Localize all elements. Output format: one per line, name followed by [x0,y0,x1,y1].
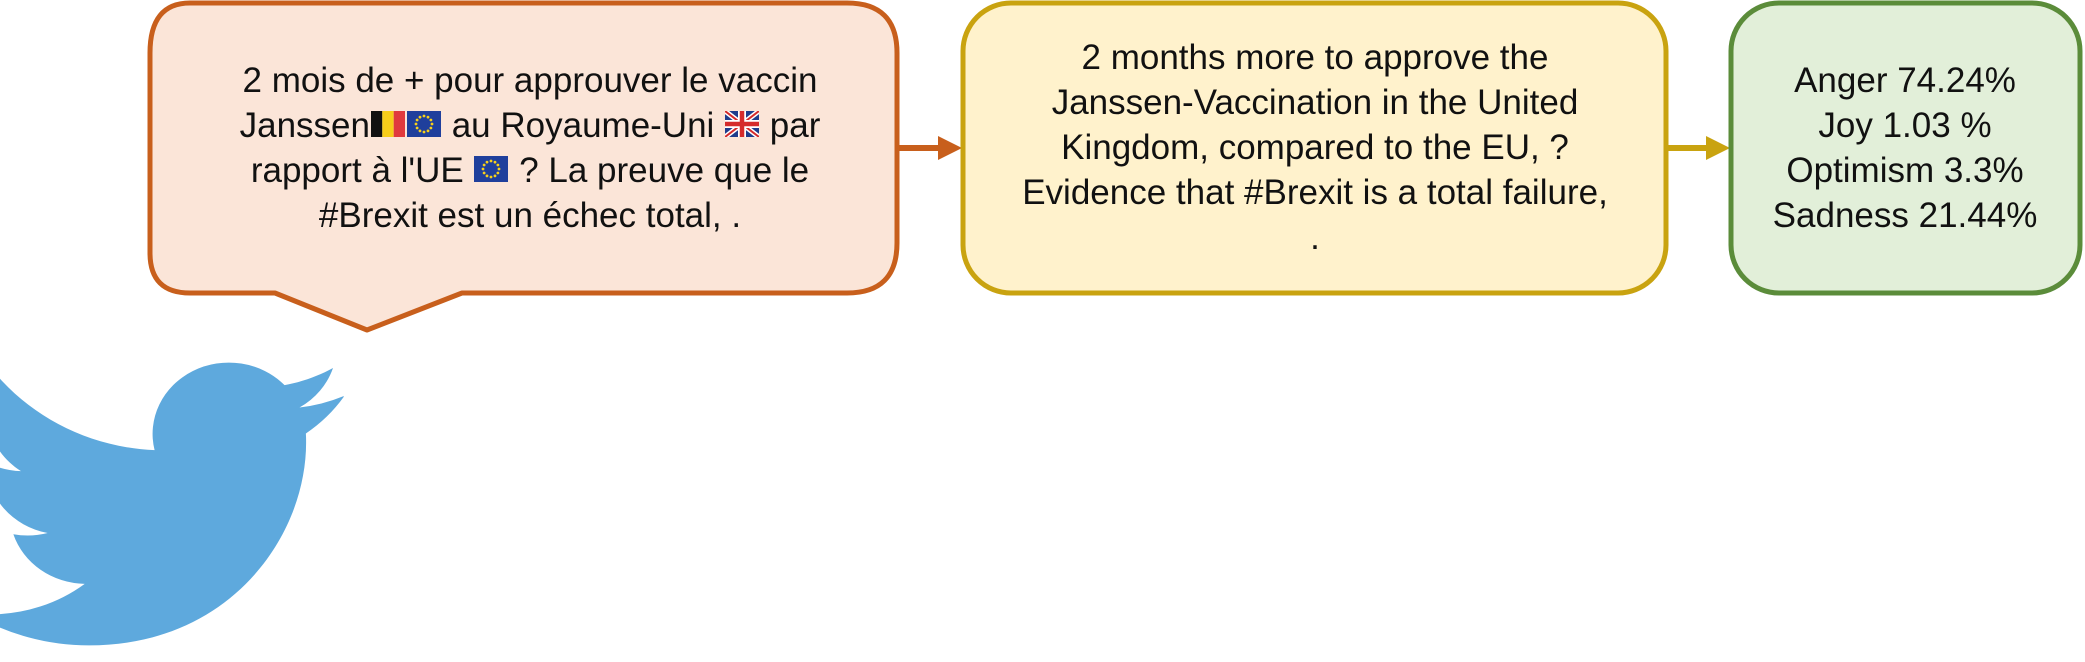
emotion-score-sadness: Sadness 21.44% [1772,195,2038,235]
source-tweet-line: rapport à l'UE ? La preuve que le [240,148,821,193]
source-tweet-line: 2 mois de + pour approuver le vaccin [242,60,818,100]
emotion-score-anger: Anger 74.24% [1794,60,2016,100]
emotion-score-joy: Joy 1.03 % [1818,105,1992,145]
emotion-box [1728,0,2083,296]
translation-line: . [1310,218,1320,257]
source-tweet-fragment: rapport à l'UE [250,150,474,190]
source-tweet-fragment: au Royaume-Uni [441,105,725,145]
eu-flag-icon [406,111,441,138]
translation-line: 2 months more to approve the [1081,38,1549,77]
twitter-bird-icon [0,362,344,646]
source-tweet-line: Janssen au Royaume-Uni par [240,103,821,148]
translation-text: 2 months more to approve the Janssen-Vac… [975,35,1655,260]
belgium-flag-icon [370,111,405,138]
translation-box [960,0,1669,296]
source-tweet-line: #Brexit est un échec total, . [318,195,742,235]
translation-line: Kingdom, compared to the EU, ? [1061,128,1569,167]
source-tweet-fragment: par [760,105,821,145]
source-tweet-bubble [147,0,900,333]
source-tweet-fragment: ? La preuve que le [509,150,810,190]
arrow-right-icon [1668,136,1730,160]
arrow-right-icon [899,136,962,160]
eu-flag-icon [474,156,509,183]
translation-line: Janssen-Vaccination in the United [1051,83,1579,122]
source-tweet-fragment: Janssen [239,105,370,145]
source-tweet-text: 2 mois de + pour approuver le vaccin Jan… [160,55,900,240]
emotion-score-optimism: Optimism 3.3% [1786,150,2024,190]
translation-line: Evidence that #Brexit is a total failure… [1022,173,1608,212]
emotion-scores: Anger 74.24% Joy 1.03 % Optimism 3.3% Sa… [1735,55,2075,240]
uk-flag-icon [725,111,760,138]
